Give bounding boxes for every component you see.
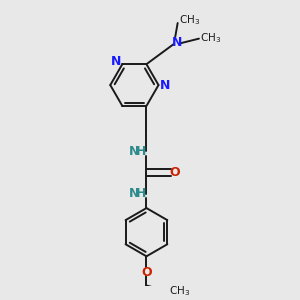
Text: N: N bbox=[160, 79, 170, 92]
Text: N: N bbox=[172, 36, 182, 50]
Text: CH$_3$: CH$_3$ bbox=[169, 284, 190, 298]
Text: N: N bbox=[111, 56, 121, 68]
Text: CH$_3$: CH$_3$ bbox=[178, 13, 200, 27]
Text: H: H bbox=[136, 188, 146, 200]
Text: CH$_3$: CH$_3$ bbox=[200, 31, 222, 45]
Text: H: H bbox=[136, 145, 146, 158]
Text: O: O bbox=[141, 266, 152, 279]
Text: N: N bbox=[129, 145, 140, 158]
Text: O: O bbox=[170, 166, 180, 179]
Text: N: N bbox=[129, 188, 140, 200]
